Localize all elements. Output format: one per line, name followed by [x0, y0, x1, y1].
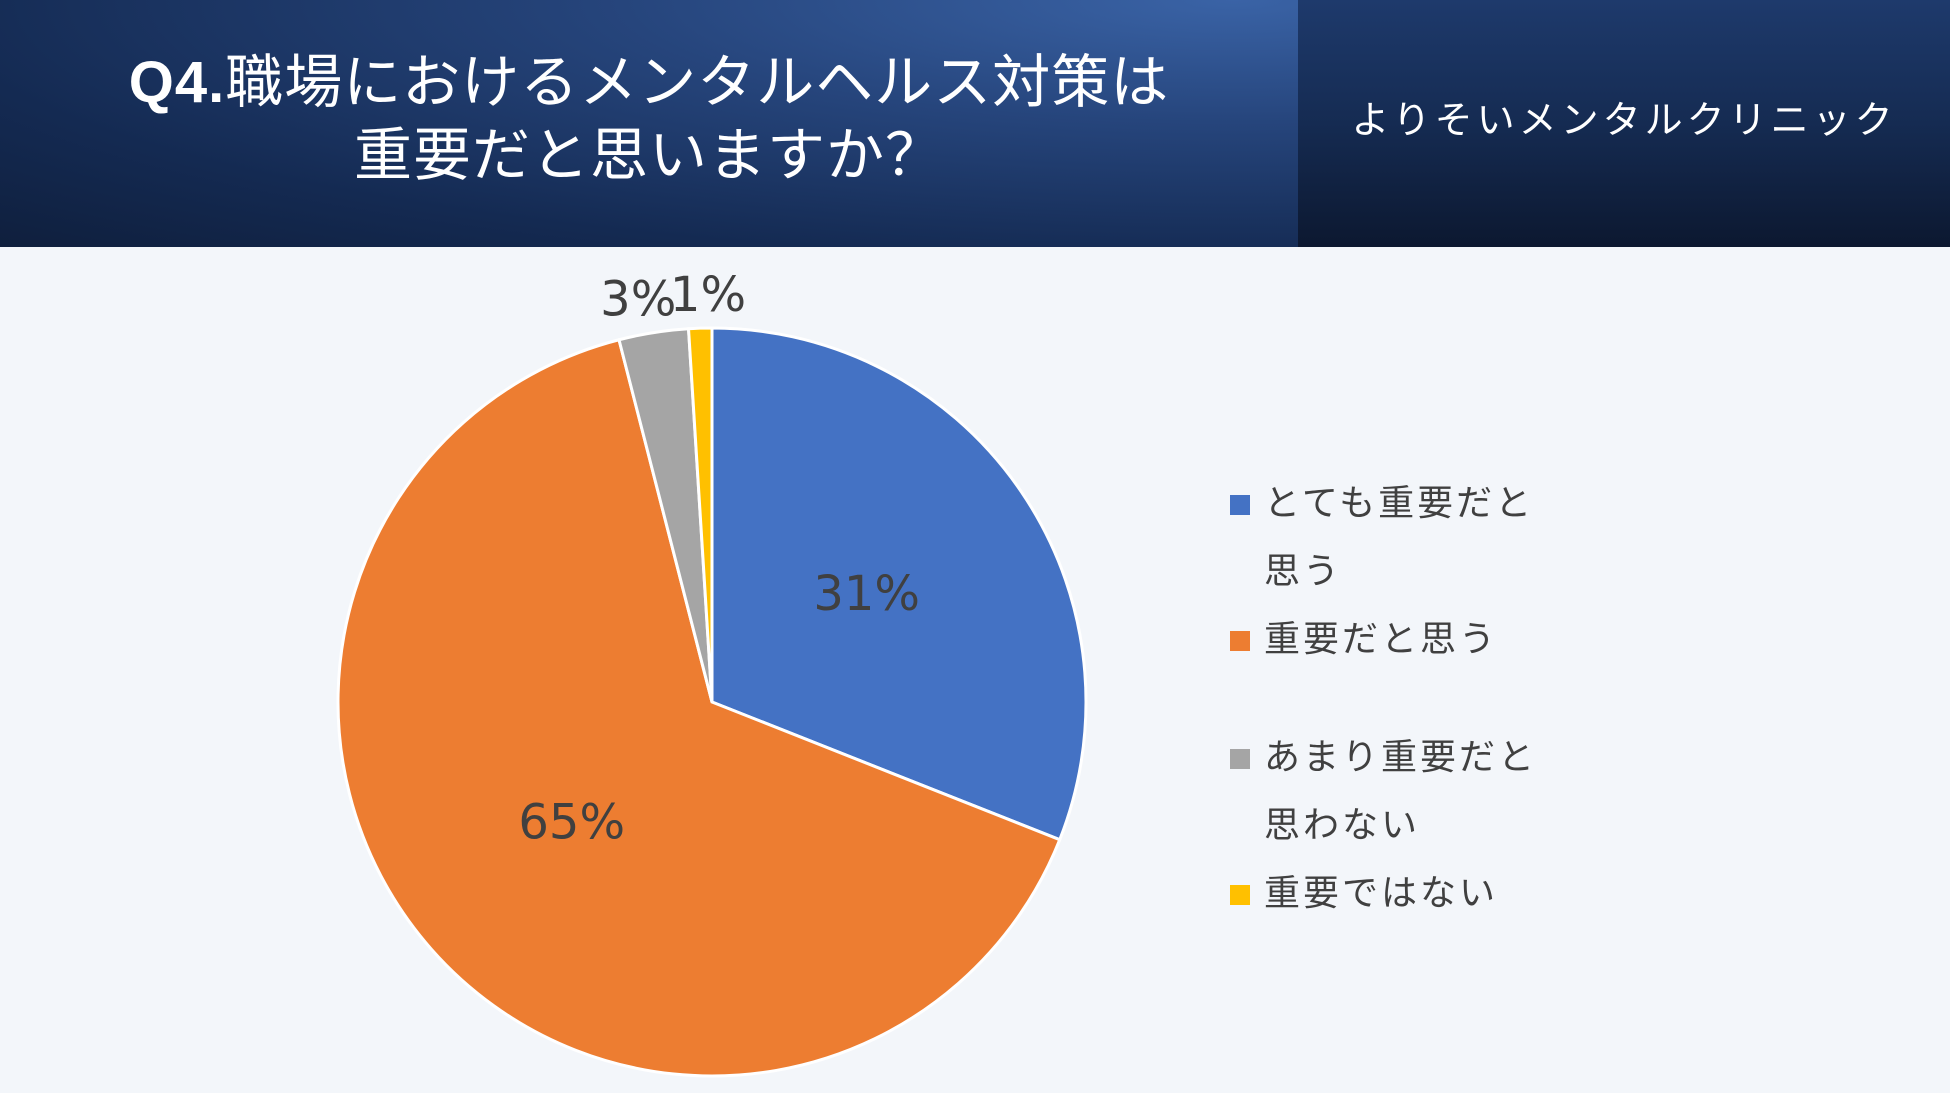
question-number: Q4.: [128, 50, 226, 115]
pie-slice-not-important: [686, 326, 714, 703]
header-banner: Q4.職場におけるメンタルヘルス対策は 重要だと思いますか？ よりそいメンタルク…: [0, 0, 1950, 247]
data-label-important: 65%: [518, 795, 625, 851]
chart-legend: とても重要だと 思う 重要だと思う あまり重要だと 思わない 重要ではない: [1230, 470, 1570, 928]
legend-item-very-important: とても重要だと 思う: [1230, 470, 1570, 606]
data-label-not-very-important: 3%: [600, 272, 676, 328]
data-label-very-important: 31%: [813, 566, 920, 622]
title-line-2: 重要だと思いますか？: [353, 121, 944, 189]
legend-spacer: [1230, 674, 1570, 724]
legend-label-line1: あまり重要だと: [1264, 737, 1538, 778]
brand-panel: よりそいメンタルクリニック: [1298, 0, 1950, 247]
clinic-name: よりそいメンタルクリニック: [1351, 98, 1897, 142]
legend-swatch-gray: [1230, 749, 1250, 769]
data-label-not-important: 1%: [670, 267, 746, 323]
legend-swatch-yellow: [1230, 885, 1250, 905]
legend-item-not-important: 重要ではない: [1230, 860, 1570, 928]
legend-label-line2: 思う: [1264, 551, 1343, 592]
pie-data-labels: 31% 65% 3%1%: [518, 267, 920, 850]
legend-label-line2: 思わない: [1264, 805, 1421, 846]
legend-label-line1: とても重要だと: [1264, 483, 1535, 524]
title-panel: Q4.職場におけるメンタルヘルス対策は 重要だと思いますか？: [0, 0, 1298, 247]
title-line-1: Q4.職場におけるメンタルヘルス対策は: [129, 46, 1170, 119]
pie-slices: [336, 326, 1088, 1078]
pie-slice-important: [336, 337, 1062, 1078]
pie-slice-very-important: [710, 326, 1088, 842]
title-line-1-text: 職場におけるメンタルヘルス対策は: [225, 48, 1170, 116]
legend-label-line1: 重要ではない: [1264, 873, 1499, 914]
page-title: Q4.職場におけるメンタルヘルス対策は 重要だと思いますか？: [129, 46, 1170, 191]
legend-item-important: 重要だと思う: [1230, 606, 1570, 674]
pie-chart: 31% 65% 3%1%: [336, 267, 1088, 1078]
legend-label-line1: 重要だと思う: [1264, 619, 1499, 660]
legend-item-not-very-important: あまり重要だと 思わない: [1230, 724, 1570, 860]
legend-swatch-orange: [1230, 631, 1250, 651]
legend-swatch-blue: [1230, 495, 1250, 515]
